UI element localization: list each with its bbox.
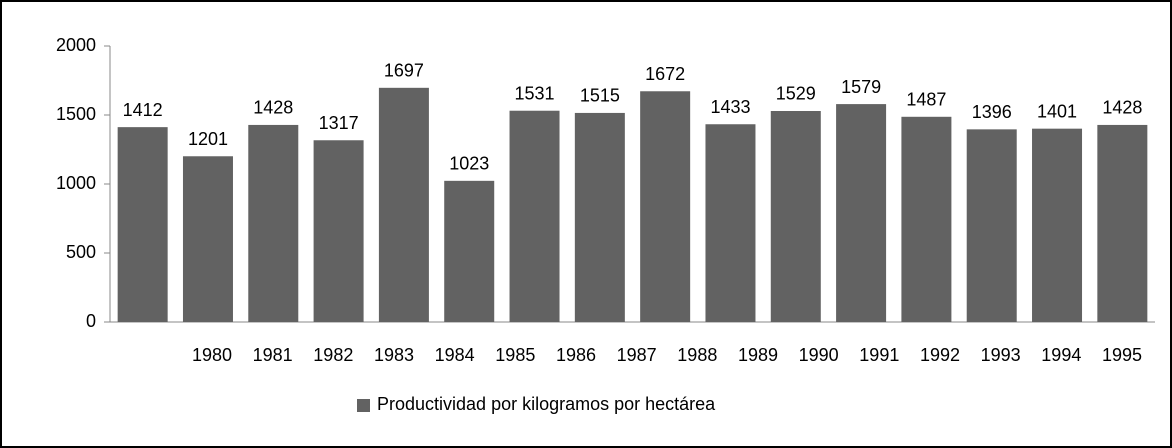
y-tick-label: 1500 [56, 104, 96, 124]
y-tick-label: 0 [86, 311, 96, 331]
value-label: 1412 [123, 100, 163, 120]
value-label: 1396 [972, 102, 1012, 122]
x-tick-label: 1987 [617, 345, 657, 365]
bar [640, 91, 691, 322]
value-label: 1672 [645, 64, 685, 84]
legend-swatch [357, 399, 370, 412]
x-tick-label: 1988 [677, 345, 717, 365]
bar [313, 140, 364, 322]
x-tick-label: 1984 [435, 345, 475, 365]
x-tick-label: 1986 [556, 345, 596, 365]
bar [509, 110, 560, 322]
bar [836, 104, 887, 323]
value-label: 1428 [1102, 98, 1142, 118]
bar [248, 124, 299, 322]
x-tick-label: 1983 [374, 345, 414, 365]
bar [378, 87, 429, 323]
x-tick-label: 1980 [192, 345, 232, 365]
bar [182, 156, 233, 322]
value-label: 1201 [188, 129, 228, 149]
y-tick-label: 1000 [56, 173, 96, 193]
bar [901, 116, 952, 322]
x-tick-label: 1995 [1102, 345, 1142, 365]
y-tick-label: 500 [66, 242, 96, 262]
value-label: 1487 [906, 90, 946, 110]
bar [966, 129, 1017, 322]
bar [117, 127, 168, 322]
value-label: 1433 [710, 97, 750, 117]
x-tick-label: 1991 [859, 345, 899, 365]
bar [444, 180, 495, 322]
y-tick-label: 2000 [56, 35, 96, 55]
x-tick-label: 1982 [313, 345, 353, 365]
value-label: 1697 [384, 61, 424, 81]
bar [770, 110, 821, 322]
value-label: 1401 [1037, 101, 1077, 121]
x-tick-label: 1985 [495, 345, 535, 365]
legend-label: Productividad por kilogramos por hectáre… [377, 394, 716, 414]
x-tick-label: 1992 [920, 345, 960, 365]
value-label: 1531 [515, 83, 555, 103]
bar [574, 112, 625, 323]
x-tick-label: 1989 [738, 345, 778, 365]
value-label: 1428 [253, 98, 293, 118]
bar [705, 124, 756, 322]
x-tick-label: 1994 [1041, 345, 1081, 365]
bar [1097, 124, 1148, 322]
value-label: 1579 [841, 77, 881, 97]
x-tick-label: 1993 [981, 345, 1021, 365]
x-tick-label: 1981 [253, 345, 293, 365]
value-label: 1529 [776, 84, 816, 104]
bar [1032, 128, 1083, 322]
value-label: 1515 [580, 86, 620, 106]
value-label: 1317 [319, 113, 359, 133]
x-tick-label: 1990 [799, 345, 839, 365]
value-label: 1023 [449, 154, 489, 174]
